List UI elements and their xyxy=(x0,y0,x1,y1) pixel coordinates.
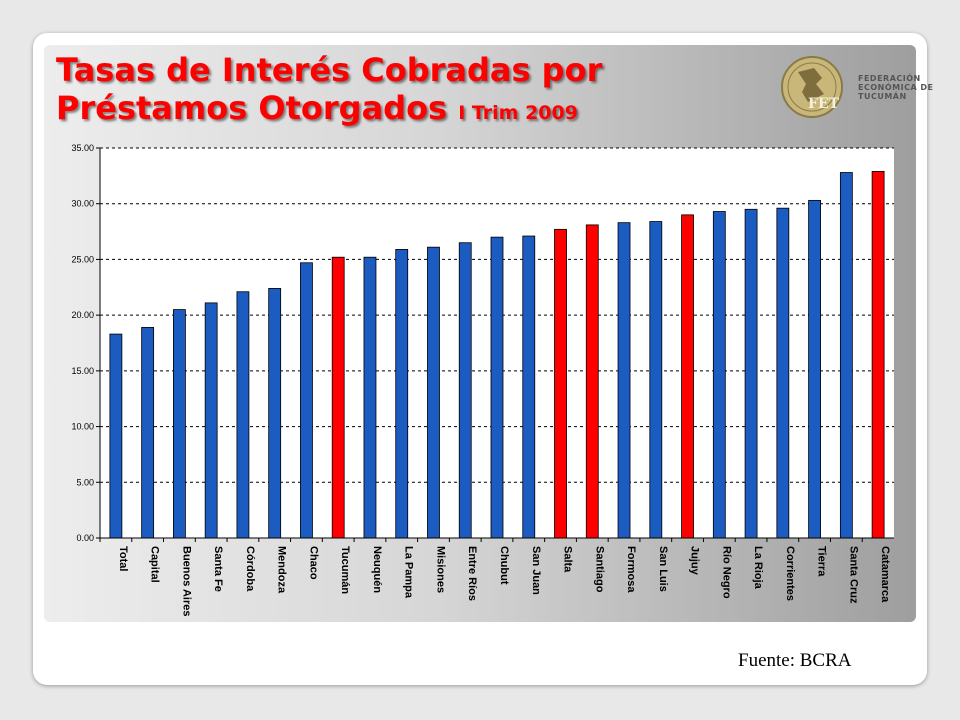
bar-la-pampa xyxy=(395,249,409,539)
y-tick-label: 5.00 xyxy=(76,477,94,487)
source-note: Fuente: BCRA xyxy=(738,650,852,671)
title-line-2-text: Préstamos Otorgados xyxy=(56,88,448,127)
chart-title: Tasas de Interés Cobradas por Préstamos … xyxy=(56,51,603,128)
x-axis: Total Capital Buenos Aires Santa Fe Córdoba M… xyxy=(99,537,894,617)
bar-san-juan xyxy=(522,235,536,539)
x-tick-label: Total xyxy=(117,546,129,571)
x-tick-label: Capital xyxy=(149,546,161,583)
x-tick-label: Catamarca xyxy=(879,546,891,603)
x-tick-label: Tierra xyxy=(816,546,828,577)
bar-mendoza xyxy=(268,287,282,539)
fet-logo: FET xyxy=(781,56,843,118)
bar-buenos-aires xyxy=(172,309,186,539)
x-tick-label: Jujuy xyxy=(689,546,701,576)
x-tick-label: Santa Cruz xyxy=(847,546,859,604)
x-tick-label: Chaco xyxy=(307,546,319,580)
x-tick-label: Neuquén xyxy=(371,546,383,593)
x-tick-label: Tucumán xyxy=(339,546,351,594)
bar-catamarca xyxy=(871,170,885,539)
x-tick-label: Buenos Aires xyxy=(180,546,192,617)
x-tick-label: Chubut xyxy=(498,546,510,585)
y-tick-label: 0.00 xyxy=(76,533,94,543)
bar-corrientes xyxy=(776,207,790,539)
bar-córdoba xyxy=(236,291,250,539)
bar-la-rioja xyxy=(744,208,758,539)
bar-total xyxy=(109,333,123,539)
title-line-1: Tasas de Interés Cobradas por xyxy=(56,51,603,89)
bar-salta xyxy=(554,228,567,539)
logo-line-3: TUCUMÁN xyxy=(858,92,907,102)
y-tick-label: 20.00 xyxy=(71,310,94,320)
bar-entre-ríos xyxy=(458,242,472,539)
bar-tierra xyxy=(808,199,821,539)
x-tick-label: San Luis xyxy=(657,546,669,592)
x-tick-label: Entre Ríos xyxy=(466,546,478,601)
logo-line-1: FEDERACIÓN xyxy=(858,74,921,83)
x-tick-label: Misiones xyxy=(434,546,446,593)
y-tick-label: 30.00 xyxy=(71,199,94,209)
x-tick-label: La Pampa xyxy=(403,546,415,599)
bar-misiones xyxy=(427,246,440,539)
chart-subtitle: I Trim 2009 xyxy=(458,101,578,124)
bar-tucumán xyxy=(331,256,345,539)
title-line-2: Préstamos Otorgados I Trim 2009 xyxy=(56,88,602,128)
x-tick-label: Santiago xyxy=(593,546,605,593)
x-tick-label: Córdoba xyxy=(244,546,256,592)
y-tick-label: 25.00 xyxy=(71,254,94,264)
bar-chubut xyxy=(490,236,504,539)
bar-santa-fe xyxy=(204,302,218,539)
bar-santa-cruz xyxy=(839,172,853,539)
bar-capital xyxy=(141,326,155,539)
logo-line-2: ECONÓMICA DE xyxy=(858,83,934,93)
x-tick-label: Salta xyxy=(562,546,574,573)
bar-santiago xyxy=(585,224,599,539)
y-axis: 0.00 5.00 10.00 15.00 20.00 25.00 30.00 35.00 xyxy=(71,143,101,543)
y-tick-label: 10.00 xyxy=(71,422,94,432)
bar-chaco xyxy=(300,262,313,539)
x-tick-label: La Rioja xyxy=(752,546,764,590)
x-tick-label: Santa Fe xyxy=(212,546,224,592)
x-tick-label: Río Negro xyxy=(720,546,732,599)
bar-chart: 0.00 5.00 10.00 15.00 20.00 25.00 30.00 35.00 T… xyxy=(71,143,894,617)
bar-formosa xyxy=(617,222,631,539)
bar-jujuy xyxy=(681,214,694,539)
x-tick-label: Mendoza xyxy=(276,546,288,594)
x-tick-label: San Juan xyxy=(530,546,542,595)
logo-text: FEDERACIÓN ECONÓMICA DE TUCUMÁN xyxy=(858,74,934,102)
logo-mark-text: FET xyxy=(808,96,840,112)
x-tick-label: Corrientes xyxy=(784,546,796,601)
bar-neuquén xyxy=(363,256,377,539)
y-tick-label: 15.00 xyxy=(71,366,94,376)
bar-río-negro xyxy=(712,211,726,539)
bar-san-luis xyxy=(649,221,663,539)
x-tick-label: Formosa xyxy=(625,546,637,593)
y-tick-label: 35.00 xyxy=(71,143,94,153)
